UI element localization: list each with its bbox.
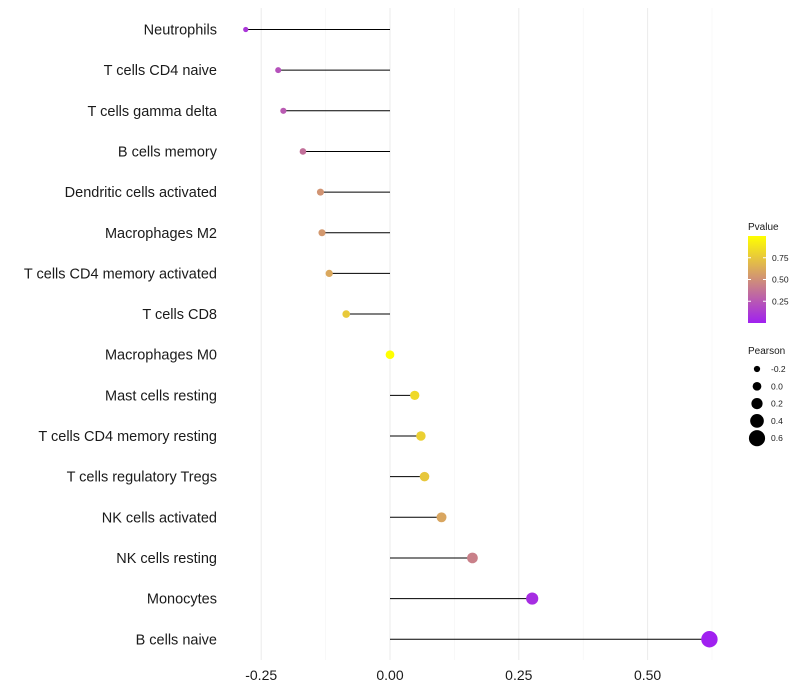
category-label: Neutrophils <box>144 23 217 39</box>
data-point <box>318 229 326 237</box>
category-label: T cells gamma delta <box>88 104 218 120</box>
data-point <box>299 148 307 155</box>
data-point <box>467 552 478 564</box>
category-label: Macrophages M0 <box>105 348 217 364</box>
data-point <box>526 592 539 605</box>
data-point <box>416 431 426 441</box>
data-point <box>385 350 395 360</box>
category-label: T cells regulatory Tregs <box>67 470 217 486</box>
pvalue-legend-label: 0.75 <box>772 253 789 263</box>
pearson-legend-label: 0.0 <box>771 381 783 391</box>
pearson-key-dot <box>751 398 763 410</box>
stem-layer <box>245 29 710 640</box>
legend: Pvalue 0.25 0.50 0.75 Pearson -0.2 0.0 0.2 0.… <box>748 222 789 447</box>
pearson-legend-keys: -0.2 0.0 0.2 0.4 0.6 <box>748 364 786 447</box>
category-label: NK cells resting <box>116 551 217 567</box>
data-point <box>325 269 333 278</box>
pvalue-legend-label: 0.50 <box>772 275 789 285</box>
data-point <box>436 512 447 523</box>
pvalue-legend-label: 0.25 <box>772 296 789 306</box>
category-label: B cells naive <box>136 632 217 648</box>
data-point <box>419 471 430 482</box>
pearson-key-dot <box>753 365 761 373</box>
data-point <box>342 310 351 318</box>
x-tick-label: -0.25 <box>245 667 277 683</box>
data-point <box>243 26 249 33</box>
pearson-legend-title: Pearson <box>748 346 785 357</box>
pvalue-legend-title: Pvalue <box>748 222 779 233</box>
point-layer <box>243 26 718 648</box>
x-tick-label: 0.00 <box>376 667 403 683</box>
data-point <box>701 631 718 648</box>
category-label: B cells memory <box>118 144 218 160</box>
data-point <box>280 107 287 114</box>
data-point <box>410 390 420 401</box>
category-label: T cells CD4 memory resting <box>38 429 217 445</box>
x-tick-label: 0.50 <box>634 667 661 683</box>
grid-layer <box>260 8 713 660</box>
category-label: T cells CD4 memory activated <box>24 266 217 282</box>
pvalue-legend-ticks: 0.25 0.50 0.75 <box>748 253 789 306</box>
category-labels: Neutrophils T cells CD4 naive T cells gamm… <box>24 23 218 649</box>
x-axis-ticks: -0.25 0.00 0.25 0.50 <box>245 667 661 683</box>
category-label: Dendritic cells activated <box>65 185 217 201</box>
pearson-legend-label: -0.2 <box>771 364 786 374</box>
category-label: T cells CD4 naive <box>104 63 217 79</box>
pearson-key-dot <box>748 430 766 447</box>
pearson-legend-label: 0.4 <box>771 416 783 426</box>
pvalue-colorbar <box>748 236 766 323</box>
category-label: Monocytes <box>147 592 217 608</box>
category-label: NK cells activated <box>102 510 217 526</box>
category-label: T cells CD8 <box>142 307 217 323</box>
category-label: Mast cells resting <box>105 388 217 404</box>
data-point <box>316 188 324 196</box>
pearson-legend-label: 0.6 <box>771 433 783 443</box>
x-tick-label: 0.25 <box>505 667 532 683</box>
pearson-key-dot <box>750 414 764 428</box>
data-point <box>275 67 282 74</box>
pearson-key-dot <box>752 381 762 391</box>
pearson-legend-label: 0.2 <box>771 399 783 409</box>
category-label: Macrophages M2 <box>105 226 217 242</box>
